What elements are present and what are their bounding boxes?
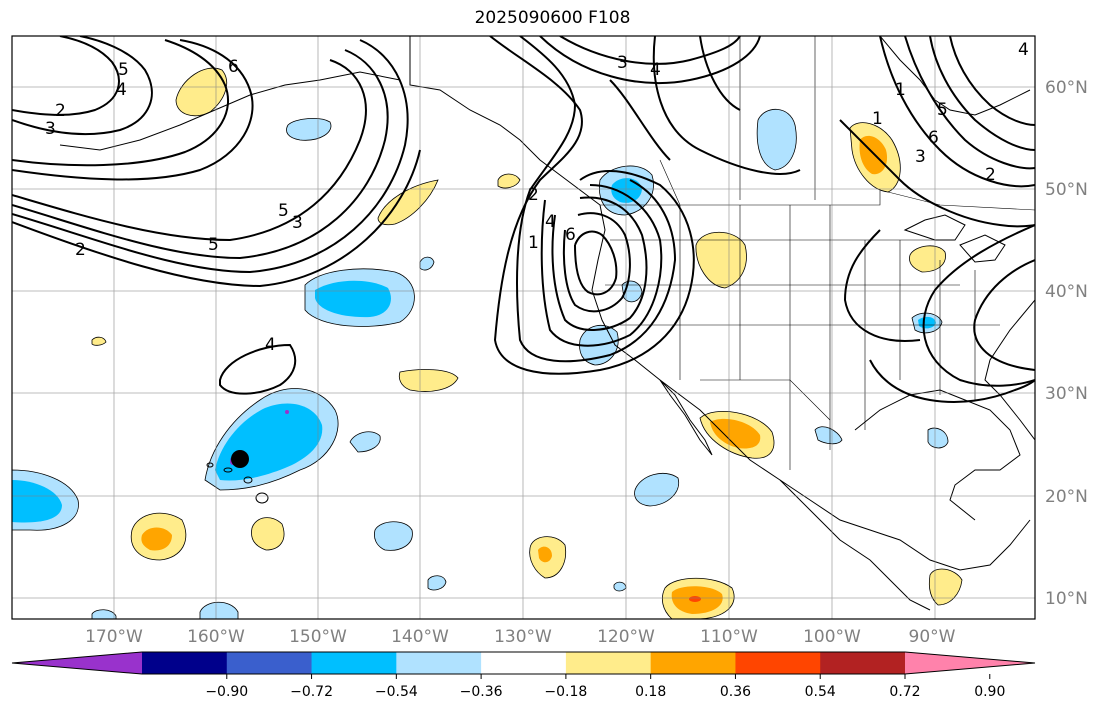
colorbar-tick-label: 0.90 <box>974 684 1005 700</box>
lon-label: 90°W <box>909 627 956 647</box>
colorbar-bin <box>735 652 821 674</box>
contour-label: 5 <box>937 100 948 120</box>
contour-label: 3 <box>292 213 303 233</box>
contour-label: 1 <box>872 109 883 129</box>
contour-label: 1 <box>528 233 539 253</box>
latitude-labels: 60°N 50°N 40°N 30°N 20°N 10°N <box>1045 78 1088 609</box>
colorbar-outline <box>11 651 1036 675</box>
colorbar-tick-label: 0.72 <box>889 684 920 700</box>
colorbar: −0.90 −0.72 −0.54 −0.36 −0.18 0.18 0.36 0.54 0.7… <box>11 651 1036 700</box>
contour-lines <box>12 36 1035 403</box>
lon-label: 140°W <box>391 627 449 647</box>
colorbar-tick-label: −0.36 <box>460 684 503 700</box>
colorbar-tick-label: −0.54 <box>375 684 418 700</box>
colorbar-extend <box>905 652 1035 674</box>
lon-label: 100°W <box>803 627 861 647</box>
station-dot <box>231 450 249 468</box>
contour-label: 6 <box>565 225 576 245</box>
lon-label: 150°W <box>289 627 347 647</box>
contour-label: 6 <box>228 57 239 77</box>
lat-label: 10°N <box>1045 589 1088 609</box>
contour-labels: 2 3 5 4 6 5 3 2 4 1 5 4 2 3 4 6 1 1 3 2 … <box>45 40 1029 355</box>
contour-label: 4 <box>1018 40 1029 60</box>
contour-label: 3 <box>617 53 628 73</box>
contour-label: 4 <box>545 212 556 232</box>
lat-label: 20°N <box>1045 487 1088 507</box>
contour-label: 2 <box>985 165 996 185</box>
lon-label: 170°W <box>85 627 143 647</box>
contour-label: 4 <box>265 335 276 355</box>
lat-label: 60°N <box>1045 78 1088 98</box>
contour-label: 5 <box>208 235 219 255</box>
contour-label: 2 <box>55 101 66 121</box>
colorbar-bin <box>226 652 313 674</box>
contour-label: 1 <box>895 80 906 100</box>
colorbar-bin <box>481 652 567 674</box>
contour-label: 4 <box>116 80 127 100</box>
colorbar-tick-label: −0.18 <box>544 684 587 700</box>
lon-label: 110°W <box>700 627 758 647</box>
colorbar-bin <box>565 652 652 674</box>
lon-label: 160°W <box>187 627 245 647</box>
colorbar-tick-label: −0.72 <box>290 684 333 700</box>
colorbar-bin <box>396 652 482 674</box>
colorbar-tick-label: 0.18 <box>635 684 666 700</box>
lon-label: 120°W <box>597 627 655 647</box>
graticule <box>12 36 1035 619</box>
coastlines <box>59 36 1035 611</box>
map-frame <box>11 35 1036 620</box>
colorbar-extend <box>12 652 142 674</box>
colorbar-tick-label: −0.90 <box>205 684 248 700</box>
contour-label: 2 <box>75 240 86 260</box>
lat-label: 50°N <box>1045 180 1088 200</box>
colorbar-tick-label: 0.54 <box>805 684 836 700</box>
contour-label: 4 <box>650 60 661 80</box>
colorbar-bin <box>142 652 228 674</box>
colorbar-bin <box>650 652 736 674</box>
map-title: 2025090600 F108 <box>474 8 631 28</box>
contour-label: 3 <box>915 147 926 167</box>
longitude-labels: 170°W 160°W 150°W 140°W 130°W 120°W 110°… <box>85 627 956 647</box>
contour-label: 3 <box>45 119 56 139</box>
contour-label: 6 <box>928 128 939 148</box>
contour-label: 2 <box>528 185 539 205</box>
lat-label: 40°N <box>1045 282 1088 302</box>
colorbar-bin <box>311 652 397 674</box>
contour-label: 5 <box>278 201 289 221</box>
lon-label: 130°W <box>494 627 552 647</box>
colorbar-bin <box>820 652 906 674</box>
colorbar-tick-label: 0.36 <box>720 684 751 700</box>
contour-label: 5 <box>118 60 129 80</box>
lat-label: 30°N <box>1045 384 1088 404</box>
